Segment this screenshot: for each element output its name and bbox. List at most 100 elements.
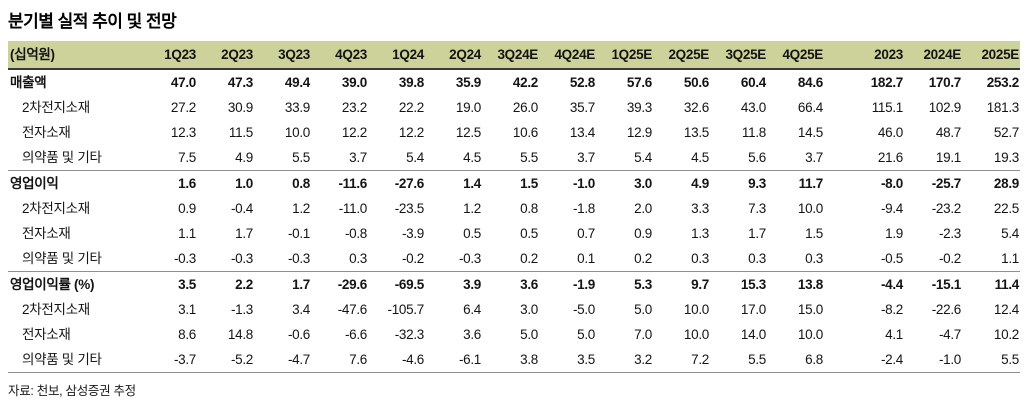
value-cell: -23.2: [931, 201, 962, 216]
row-spacer: [824, 196, 846, 221]
value-cell: 60.4: [740, 75, 766, 90]
value-cell: 5.6: [748, 150, 766, 165]
row-label: 의약품 및 기타: [8, 347, 140, 373]
value-cell: -11.6: [311, 170, 368, 196]
value-cell: 11.4: [962, 271, 1020, 297]
header-row: (십억원) 1Q23 2Q23 3Q23 4Q23 1Q24 2Q24 3Q24E 4Q24E 1…: [8, 41, 1020, 70]
value-cell: 4.5: [463, 150, 481, 165]
value-cell: 19.1: [935, 150, 961, 165]
value-cell: 14.8: [227, 327, 253, 342]
report-page: 분기별 실적 추이 및 전망 (십억원) 1Q23 2Q23 3Q23 4Q23 1Q24…: [8, 12, 1020, 398]
value-cell: 22.5: [993, 201, 1019, 216]
value-cell: -8.0: [846, 170, 904, 196]
value-cell: 13.4: [569, 125, 595, 140]
row-label: 2차전지소재: [22, 201, 90, 216]
table-row: 전자소재 1.1 1.7 -0.1 -0.8 -3.9 0.5 0.5 0.7 0.9 1.3 1.7…: [8, 221, 1020, 246]
value-cell: 35.9: [455, 75, 481, 90]
value-cell: -0.2: [401, 251, 424, 266]
value-cell: -2.4: [846, 347, 904, 373]
value-cell: 15.3: [710, 271, 767, 297]
value-cell: 1.7: [748, 226, 766, 241]
value-cell: -22.6: [931, 302, 962, 317]
value-cell: -25.7: [904, 170, 962, 196]
value-cell: 3.9: [425, 271, 482, 297]
row-spacer: [824, 95, 846, 120]
table-row: 2차전지소재 3.1 -1.3 3.4 -47.6 -105.7 6.4 3.0 -5.0 5.0…: [8, 297, 1020, 322]
value-cell: 3.8: [482, 347, 539, 373]
value-cell: 0.5: [520, 226, 538, 241]
value-cell: -0.3: [287, 251, 310, 266]
page-title: 분기별 실적 추이 및 전망: [8, 12, 177, 31]
value-cell: 14.0: [740, 327, 766, 342]
value-cell: -47.6: [337, 302, 368, 317]
value-cell: 10.0: [797, 327, 823, 342]
value-cell: 32.6: [683, 100, 709, 115]
row-spacer: [824, 322, 846, 347]
value-cell: 50.6: [683, 75, 709, 90]
value-cell: -0.3: [173, 251, 196, 266]
row-spacer: [824, 271, 846, 297]
column-header-2q25e: 2Q25E: [653, 41, 710, 70]
value-cell: 6.8: [767, 347, 824, 373]
value-cell: 84.6: [797, 75, 823, 90]
value-cell: 28.9: [962, 170, 1020, 196]
value-cell: 3.6: [482, 271, 539, 297]
value-cell: 3.7: [577, 150, 595, 165]
value-cell: 5.3: [596, 271, 653, 297]
value-cell: 5.4: [634, 150, 652, 165]
row-label: 2차전지소재: [22, 100, 90, 115]
value-cell: -29.6: [311, 271, 368, 297]
value-cell: 1.5: [482, 170, 539, 196]
value-cell: 0.8: [254, 170, 311, 196]
value-cell: 12.5: [455, 125, 481, 140]
row-spacer: [824, 120, 846, 145]
column-header-4q23: 4Q23: [311, 41, 368, 70]
value-cell: 9.7: [653, 271, 710, 297]
value-cell: -4.4: [846, 271, 904, 297]
value-cell: -4.6: [368, 347, 425, 373]
column-header-2024e: 2024E: [904, 41, 962, 70]
value-cell: 5.0: [520, 327, 538, 342]
table-row: 전자소재 8.6 14.8 -0.6 -6.6 -32.3 3.6 5.0 5.0 7.0 10.0…: [8, 322, 1020, 347]
value-cell: 5.0: [577, 327, 595, 342]
row-spacer: [824, 246, 846, 272]
value-cell: -11.0: [338, 201, 368, 216]
value-cell: 6.4: [463, 302, 481, 317]
row-label: 매출액: [10, 75, 47, 90]
value-cell: 5.5: [520, 150, 538, 165]
row-spacer: [824, 221, 846, 246]
value-cell: 3.4: [292, 302, 310, 317]
value-cell: 23.2: [341, 100, 367, 115]
table-body: 매출액 47.0 47.3 49.4 39.0 39.8 35.9 42.2 52.8 57.6 5…: [8, 69, 1020, 373]
value-cell: 19.3: [993, 150, 1019, 165]
value-cell: 1.7: [254, 271, 311, 297]
value-cell: -69.5: [368, 271, 425, 297]
column-header-4q25e: 4Q25E: [767, 41, 824, 70]
value-cell: 15.0: [797, 302, 823, 317]
value-cell: 7.0: [634, 327, 652, 342]
value-cell: -4.7: [938, 327, 961, 342]
row-label: 영업이익률 (%): [8, 271, 140, 297]
value-cell: 5.4: [1001, 226, 1019, 241]
value-cell: 10.0: [683, 327, 709, 342]
value-cell: 3.7: [805, 150, 823, 165]
value-cell: 27.2: [170, 100, 196, 115]
column-header-3q24e: 3Q24E: [482, 41, 539, 70]
table-row: 의약품 및 기타 -3.7 -5.2 -4.7 7.6 -4.6 -6.1 3.8 3.5 3.2…: [8, 347, 1020, 373]
value-cell: 170.7: [928, 75, 962, 90]
unit-label: (십억원): [8, 41, 140, 70]
value-cell: 3.5: [539, 347, 596, 373]
value-cell: 3.0: [520, 302, 538, 317]
value-cell: 52.8: [569, 75, 595, 90]
value-cell: 1.1: [1001, 251, 1019, 266]
value-cell: 5.4: [406, 150, 424, 165]
value-cell: 1.5: [805, 226, 823, 241]
row-spacer: [824, 145, 846, 171]
value-cell: -1.8: [572, 201, 595, 216]
table-row: 의약품 및 기타 -0.3 -0.3 -0.3 0.3 -0.2 -0.3 0.2 0.1 0.2…: [8, 246, 1020, 272]
value-cell: -6.1: [425, 347, 482, 373]
value-cell: 21.6: [877, 150, 903, 165]
table-row: 의약품 및 기타 7.5 4.9 5.5 3.7 5.4 4.5 5.5 3.7 5.4 4.5 5.…: [8, 145, 1020, 171]
value-cell: 0.2: [520, 251, 538, 266]
column-header-1q23: 1Q23: [140, 41, 197, 70]
